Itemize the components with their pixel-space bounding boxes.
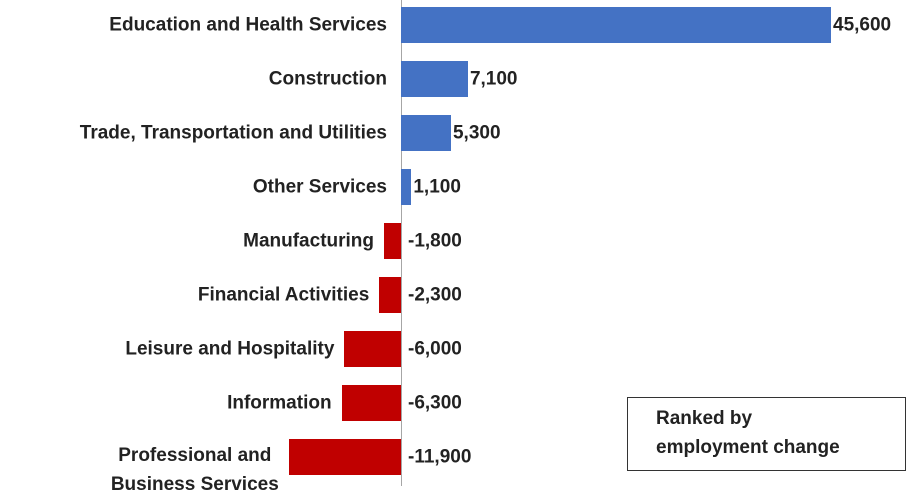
category-label: Trade, Transportation and Utilities — [79, 122, 387, 144]
category-label: Leisure and Hospitality — [125, 338, 335, 360]
value-label: 7,100 — [469, 68, 518, 90]
category-label: Other Services — [252, 176, 387, 198]
category-label: Construction — [268, 68, 387, 90]
annotation: Ranked by employment change — [656, 408, 840, 458]
bar — [344, 331, 401, 367]
category-label: Professional and Business Services — [110, 445, 279, 495]
bar — [401, 169, 412, 205]
bar — [401, 7, 831, 43]
bar — [401, 61, 468, 97]
value-label: 5,300 — [452, 122, 501, 144]
bar — [401, 115, 451, 151]
value-label: -6,000 — [408, 338, 462, 360]
bar — [341, 385, 401, 421]
value-label: -1,800 — [408, 230, 462, 252]
annotation-box: Ranked by employment change — [627, 397, 906, 471]
value-label: -6,300 — [408, 392, 462, 414]
value-label: 1,100 — [413, 176, 461, 198]
zero-line — [401, 0, 402, 486]
category-label: Financial Activities — [197, 284, 370, 306]
value-label: 45,600 — [833, 14, 892, 36]
value-label: -2,300 — [408, 284, 462, 306]
bar — [288, 439, 401, 475]
bar — [379, 277, 401, 313]
category-label: Information — [227, 392, 332, 414]
category-label: Education and Health Services — [109, 14, 387, 36]
value-label: -11,900 — [408, 446, 472, 468]
category-label: Manufacturing — [243, 230, 375, 252]
bar — [384, 223, 401, 259]
